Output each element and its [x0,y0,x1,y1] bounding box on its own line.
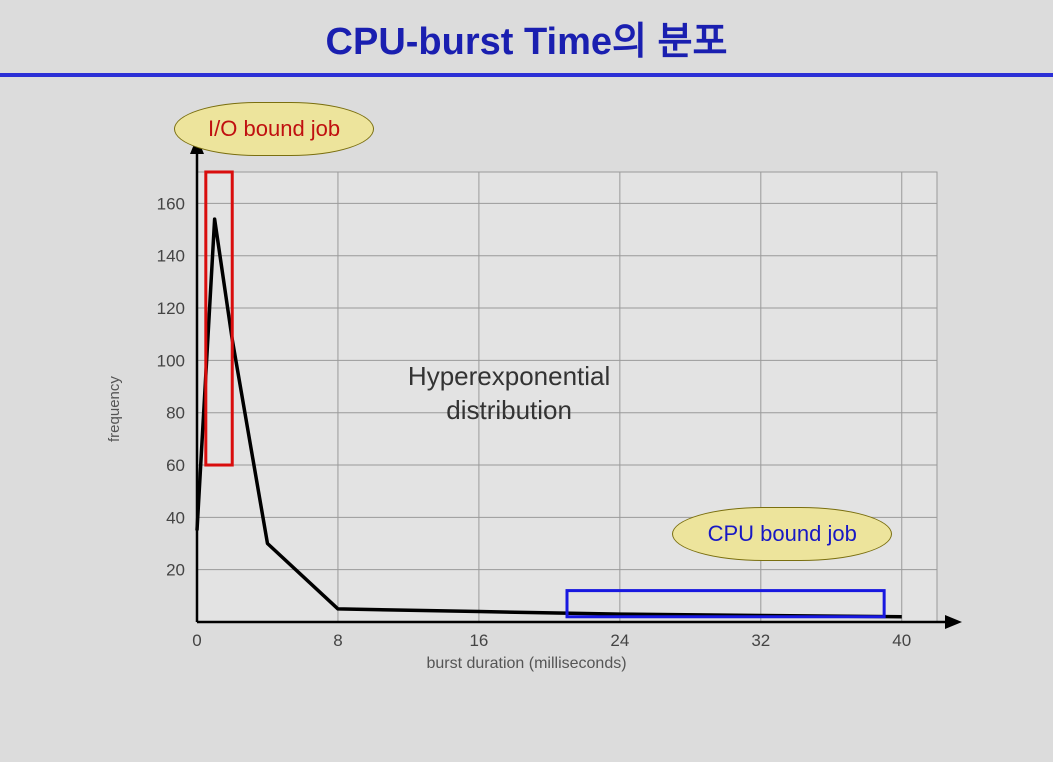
svg-text:160: 160 [156,194,184,213]
title-underline [0,73,1053,77]
svg-text:100: 100 [156,351,184,370]
distribution-label: Hyperexponentialdistribution [408,360,610,428]
chart-container: 0 8 16 24 32 40 20 40 60 80 100 120 140 160 frequency… [92,117,962,677]
y-axis-label: frequency [106,376,123,442]
svg-text:40: 40 [166,508,185,527]
x-axis-label: burst duration (milliseconds) [426,655,626,673]
svg-text:20: 20 [166,561,185,580]
svg-text:0: 0 [192,631,201,650]
cpu-bound-callout: CPU bound job [672,507,892,561]
svg-text:8: 8 [333,631,342,650]
svg-text:120: 120 [156,299,184,318]
page-title: CPU-burst Time의 분포 [0,0,1053,65]
svg-text:32: 32 [751,631,770,650]
title-text: CPU-burst Time의 분포 [326,21,728,63]
svg-text:80: 80 [166,404,185,423]
svg-text:16: 16 [469,631,488,650]
svg-text:24: 24 [610,631,629,650]
io-bound-label: I/O bound job [208,116,340,142]
svg-text:60: 60 [166,456,185,475]
svg-text:40: 40 [892,631,911,650]
svg-text:140: 140 [156,247,184,266]
cpu-bound-label: CPU bound job [708,521,857,547]
io-bound-callout: I/O bound job [174,102,374,156]
